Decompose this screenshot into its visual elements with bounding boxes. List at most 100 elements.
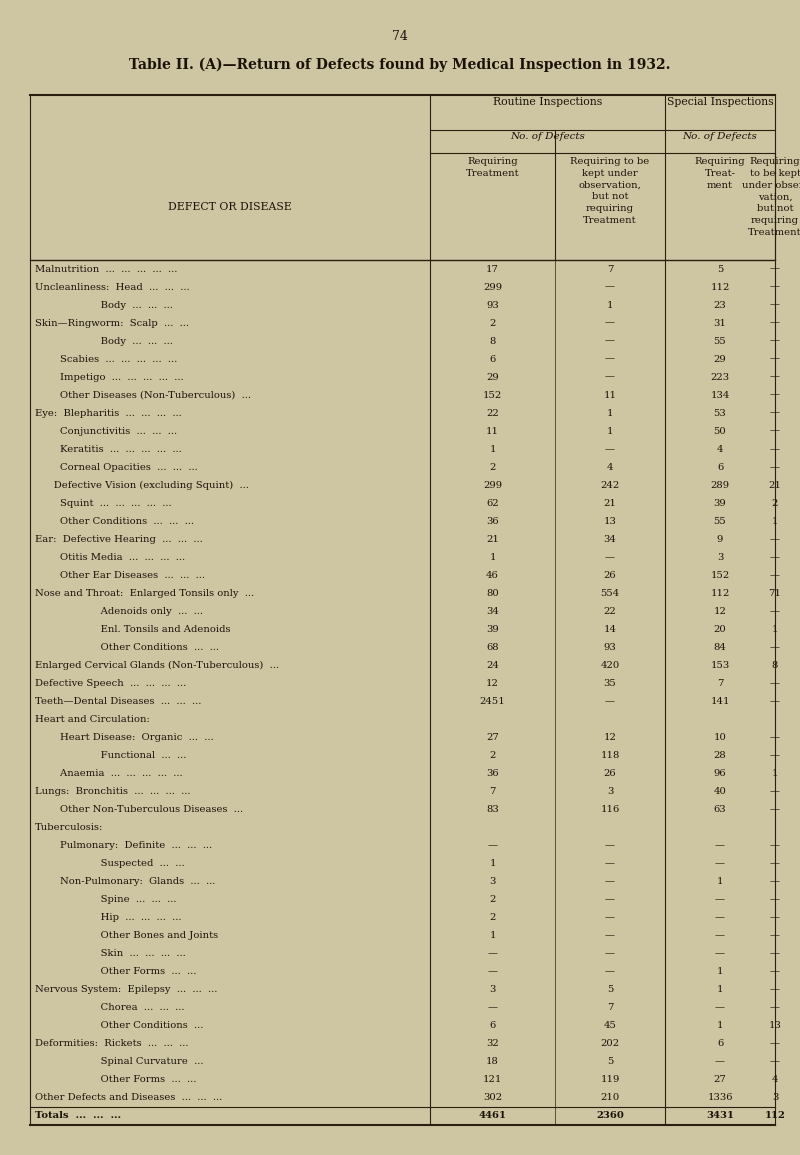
Text: 63: 63 xyxy=(714,805,726,814)
Text: Heart Disease:  Organic  ...  ...: Heart Disease: Organic ... ... xyxy=(35,733,214,742)
Text: 6: 6 xyxy=(490,1021,496,1030)
Text: —: — xyxy=(770,679,780,688)
Text: 22: 22 xyxy=(486,409,499,418)
Text: —: — xyxy=(715,914,725,922)
Text: 35: 35 xyxy=(604,679,616,688)
Text: —: — xyxy=(770,949,780,959)
Text: —: — xyxy=(487,949,498,959)
Text: —: — xyxy=(770,535,780,544)
Text: 2: 2 xyxy=(490,319,496,328)
Text: Keratitis  ...  ...  ...  ...  ...: Keratitis ... ... ... ... ... xyxy=(35,445,182,454)
Text: 1: 1 xyxy=(490,445,496,454)
Text: —: — xyxy=(770,787,780,796)
Text: 13: 13 xyxy=(769,1021,782,1030)
Text: —: — xyxy=(605,553,615,561)
Text: —: — xyxy=(715,841,725,850)
Text: 1: 1 xyxy=(606,409,614,418)
Text: —: — xyxy=(487,1004,498,1013)
Text: 50: 50 xyxy=(714,426,726,435)
Text: 45: 45 xyxy=(603,1021,617,1030)
Text: 4: 4 xyxy=(606,463,614,471)
Text: —: — xyxy=(770,805,780,814)
Text: 7: 7 xyxy=(607,264,613,274)
Text: 27: 27 xyxy=(486,733,499,742)
Text: Hip  ...  ...  ...  ...: Hip ... ... ... ... xyxy=(35,914,182,922)
Text: Anaemia  ...  ...  ...  ...  ...: Anaemia ... ... ... ... ... xyxy=(35,769,182,778)
Text: 1: 1 xyxy=(772,625,778,634)
Text: —: — xyxy=(770,914,780,922)
Text: Other Forms  ...  ...: Other Forms ... ... xyxy=(35,1075,196,1085)
Text: 23: 23 xyxy=(714,300,726,310)
Text: 3: 3 xyxy=(490,877,496,886)
Text: DEFECT OR DISEASE: DEFECT OR DISEASE xyxy=(168,201,292,211)
Text: Skin—Ringworm:  Scalp  ...  ...: Skin—Ringworm: Scalp ... ... xyxy=(35,319,189,328)
Text: 6: 6 xyxy=(717,463,723,471)
Text: 36: 36 xyxy=(486,516,499,526)
Text: Squint  ...  ...  ...  ...  ...: Squint ... ... ... ... ... xyxy=(35,499,172,508)
Text: —: — xyxy=(770,895,780,904)
Text: Requiring
Treatment: Requiring Treatment xyxy=(466,157,519,178)
Text: Eye:  Blepharitis  ...  ...  ...  ...: Eye: Blepharitis ... ... ... ... xyxy=(35,409,182,418)
Text: Other Conditions  ...  ...  ...: Other Conditions ... ... ... xyxy=(35,516,194,526)
Text: 96: 96 xyxy=(714,769,726,778)
Text: Body  ...  ...  ...: Body ... ... ... xyxy=(35,336,173,345)
Text: —: — xyxy=(770,968,780,976)
Text: 68: 68 xyxy=(486,643,499,651)
Text: 1: 1 xyxy=(490,859,496,869)
Text: 55: 55 xyxy=(714,516,726,526)
Text: Nervous System:  Epilepsy  ...  ...  ...: Nervous System: Epilepsy ... ... ... xyxy=(35,985,218,994)
Text: —: — xyxy=(770,1058,780,1066)
Text: 11: 11 xyxy=(603,390,617,400)
Text: Lungs:  Bronchitis  ...  ...  ...  ...: Lungs: Bronchitis ... ... ... ... xyxy=(35,787,190,796)
Text: 10: 10 xyxy=(714,733,726,742)
Text: —: — xyxy=(605,283,615,291)
Text: —: — xyxy=(770,336,780,345)
Text: 121: 121 xyxy=(483,1075,502,1085)
Text: 1: 1 xyxy=(606,300,614,310)
Text: 1: 1 xyxy=(490,553,496,561)
Text: 153: 153 xyxy=(710,661,730,670)
Text: 299: 299 xyxy=(483,283,502,291)
Text: —: — xyxy=(770,355,780,364)
Text: Teeth—Dental Diseases  ...  ...  ...: Teeth—Dental Diseases ... ... ... xyxy=(35,696,202,706)
Text: 141: 141 xyxy=(710,696,730,706)
Text: Nose and Throat:  Enlarged Tonsils only  ...: Nose and Throat: Enlarged Tonsils only .… xyxy=(35,589,254,598)
Text: —: — xyxy=(770,931,780,940)
Text: —: — xyxy=(605,931,615,940)
Text: 3: 3 xyxy=(772,1094,778,1103)
Text: 8: 8 xyxy=(772,661,778,670)
Text: Malnutrition  ...  ...  ...  ...  ...: Malnutrition ... ... ... ... ... xyxy=(35,264,178,274)
Text: 39: 39 xyxy=(714,499,726,508)
Text: —: — xyxy=(770,264,780,274)
Text: 299: 299 xyxy=(483,480,502,490)
Text: —: — xyxy=(770,751,780,760)
Text: 9: 9 xyxy=(717,535,723,544)
Text: —: — xyxy=(605,319,615,328)
Text: —: — xyxy=(770,841,780,850)
Text: 5: 5 xyxy=(607,1058,613,1066)
Text: 31: 31 xyxy=(714,319,726,328)
Text: 1: 1 xyxy=(717,1021,723,1030)
Text: 112: 112 xyxy=(710,283,730,291)
Text: 3: 3 xyxy=(490,985,496,994)
Text: —: — xyxy=(770,1004,780,1013)
Text: 14: 14 xyxy=(603,625,617,634)
Text: 2360: 2360 xyxy=(596,1111,624,1120)
Text: —: — xyxy=(770,390,780,400)
Text: —: — xyxy=(605,841,615,850)
Text: 29: 29 xyxy=(486,373,499,381)
Text: —: — xyxy=(770,606,780,616)
Text: Defective Speech  ...  ...  ...  ...: Defective Speech ... ... ... ... xyxy=(35,679,186,688)
Text: —: — xyxy=(715,1058,725,1066)
Text: Pulmonary:  Definite  ...  ...  ...: Pulmonary: Definite ... ... ... xyxy=(35,841,212,850)
Text: 2: 2 xyxy=(490,751,496,760)
Text: 1336: 1336 xyxy=(707,1094,733,1103)
Text: 34: 34 xyxy=(486,606,499,616)
Text: —: — xyxy=(605,877,615,886)
Text: Non-Pulmonary:  Glands  ...  ...: Non-Pulmonary: Glands ... ... xyxy=(35,877,215,886)
Text: 202: 202 xyxy=(601,1040,619,1049)
Text: 22: 22 xyxy=(604,606,616,616)
Text: 36: 36 xyxy=(486,769,499,778)
Text: 2: 2 xyxy=(490,914,496,922)
Text: 4461: 4461 xyxy=(478,1111,506,1120)
